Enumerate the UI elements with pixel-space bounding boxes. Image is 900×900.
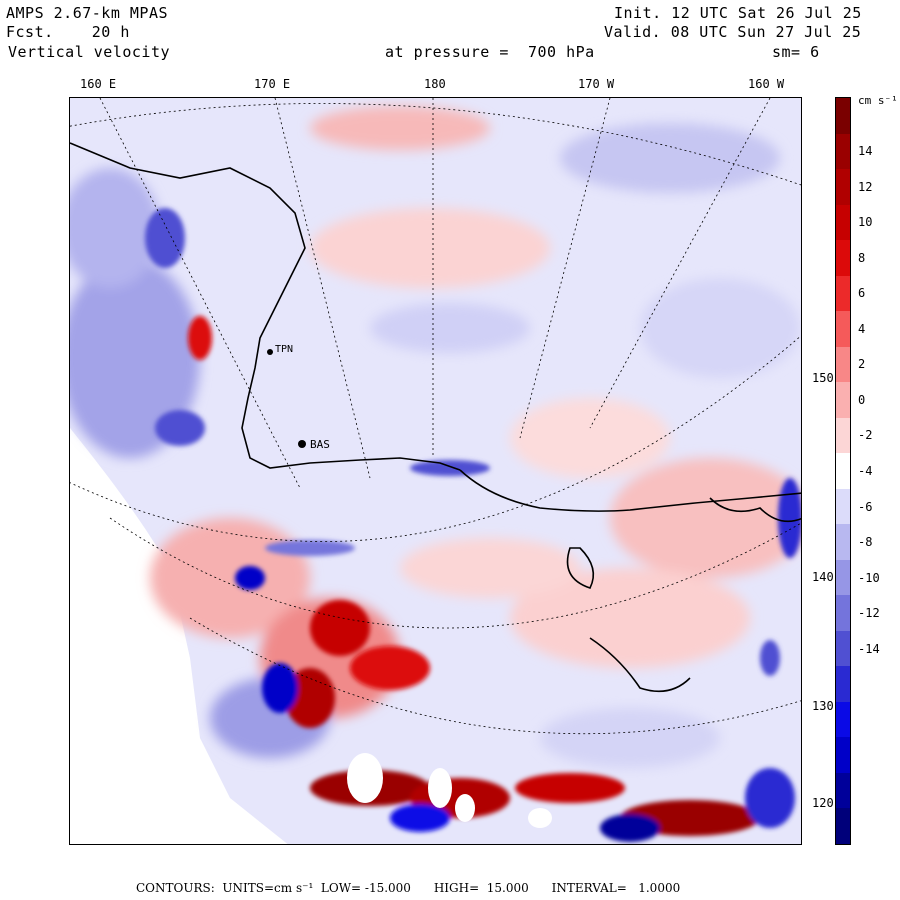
colorbar-segment	[836, 559, 850, 596]
colorbar-tick-label: 4	[858, 321, 866, 336]
station-marker-bas	[298, 440, 306, 448]
latlon-grid	[70, 98, 801, 735]
colorbar-segment	[836, 666, 850, 703]
colorbar-segment	[836, 453, 850, 490]
colorbar-segment	[836, 98, 850, 135]
colorbar-tick-label: 2	[858, 357, 866, 372]
colorbar-segment	[836, 169, 850, 206]
colorbar-unit: cm s⁻¹	[858, 94, 898, 107]
colorbar-tick-label: -12	[858, 606, 880, 621]
colorbar-segment	[836, 382, 850, 419]
colorbar-segment	[836, 417, 850, 454]
lon-label-170e: 170 E	[254, 77, 291, 91]
station-label-bas: BAS	[310, 438, 330, 451]
colorbar-segment	[836, 772, 850, 809]
init-time: Init. 12 UTC Sat 26 Jul 25	[614, 4, 862, 22]
strong-field-cells	[145, 208, 801, 842]
colorbar-tick-label: 12	[858, 179, 873, 194]
colorbar-segment	[836, 524, 850, 561]
lon-label-170w: 170 W	[578, 77, 615, 91]
colorbar-segment	[836, 701, 850, 738]
colorbar-tick-label: 6	[858, 286, 866, 301]
colorbar-segment	[836, 133, 850, 170]
station-label-tpn: TPN	[275, 344, 293, 355]
colorbar-segment	[836, 595, 850, 632]
colorbar-tick-label: -4	[858, 464, 873, 478]
valid-time: Valid. 08 UTC Sun 27 Jul 25	[604, 23, 862, 41]
pressure-level: at pressure = 700 hPa	[385, 43, 595, 61]
vertical-velocity-map: BAS TPN	[69, 97, 802, 845]
forecast-hour: Fcst. 20 h	[6, 23, 130, 41]
colorbar-segment	[836, 488, 850, 525]
terrain-gaps	[347, 753, 552, 828]
field-name: Vertical velocity	[8, 43, 171, 61]
colorbar-segment	[836, 204, 850, 241]
lon-label-160w: 160 W	[748, 77, 785, 91]
colorbar-tick-label: -6	[858, 499, 873, 514]
colorbar-tick-label: 10	[858, 215, 873, 230]
lon-label-160e: 160 E	[80, 77, 117, 91]
colorbar-tick-label: -14	[858, 641, 880, 656]
smoothing-value: sm= 6	[772, 43, 820, 61]
colorbar-segment	[836, 346, 850, 383]
station-marker-tpn	[267, 349, 273, 355]
colorbar-tick-label: -10	[858, 570, 880, 585]
no-data-region	[70, 428, 288, 844]
colorbar-tick-label: -2	[858, 428, 873, 443]
colorbar-segment	[836, 311, 850, 348]
contour-info: CONTOURS: UNITS=cm s⁻¹ LOW= -15.000 HIGH…	[136, 881, 681, 895]
colorbar-tick-label: 0	[858, 392, 866, 407]
colorbar	[835, 97, 851, 845]
colorbar-segment	[836, 275, 850, 312]
colorbar-segment	[836, 808, 850, 845]
model-title: AMPS 2.67-km MPAS	[6, 4, 169, 22]
colorbar-segment	[836, 630, 850, 667]
lon-label-180: 180	[424, 77, 446, 91]
colorbar-tick-label: 8	[858, 250, 866, 265]
colorbar-segment	[836, 737, 850, 774]
colorbar-segment	[836, 240, 850, 277]
colorbar-tick-label: 14	[858, 144, 873, 159]
coastline	[70, 142, 801, 693]
colorbar-tick-label: -8	[858, 535, 873, 550]
